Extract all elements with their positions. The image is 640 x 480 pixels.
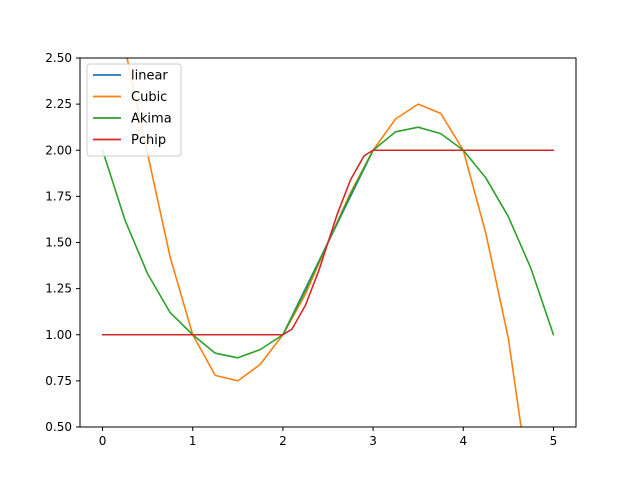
legend-label-akima: Akima <box>131 112 172 127</box>
x-tick-label: 1 <box>189 434 197 448</box>
x-tick-label: 4 <box>459 434 467 448</box>
axis-layer: 0 1 2 3 4 5 0.50 0.75 1.00 1.25 1.50 1.75 2.00 2.25 2.… <box>45 51 557 448</box>
y-tick-label: 0.50 <box>45 420 72 434</box>
series-line-pchip <box>101 149 555 336</box>
y-tick-label: 2.50 <box>45 51 72 65</box>
legend-box <box>86 63 182 157</box>
legend-label-cubic: Cubic <box>131 90 167 105</box>
x-tick-label: 5 <box>550 434 558 448</box>
x-tick-label: 2 <box>279 434 287 448</box>
legend-label-linear: linear <box>131 69 168 84</box>
y-tick-label: 1.50 <box>45 236 72 250</box>
legend: linear Cubic Akima Pchip <box>86 63 182 157</box>
series-layer <box>101 58 555 427</box>
x-tick-label: 3 <box>369 434 377 448</box>
y-tick-label: 2.25 <box>45 97 72 111</box>
y-tick-label: 1.00 <box>45 328 72 342</box>
y-tick-label: 1.75 <box>45 189 72 203</box>
y-tick-label: 0.75 <box>45 374 72 388</box>
legend-label-pchip: Pchip <box>131 133 166 148</box>
y-tick-label: 1.25 <box>45 282 72 296</box>
y-tick-label: 2.00 <box>45 143 72 157</box>
x-tick-label: 0 <box>99 434 107 448</box>
